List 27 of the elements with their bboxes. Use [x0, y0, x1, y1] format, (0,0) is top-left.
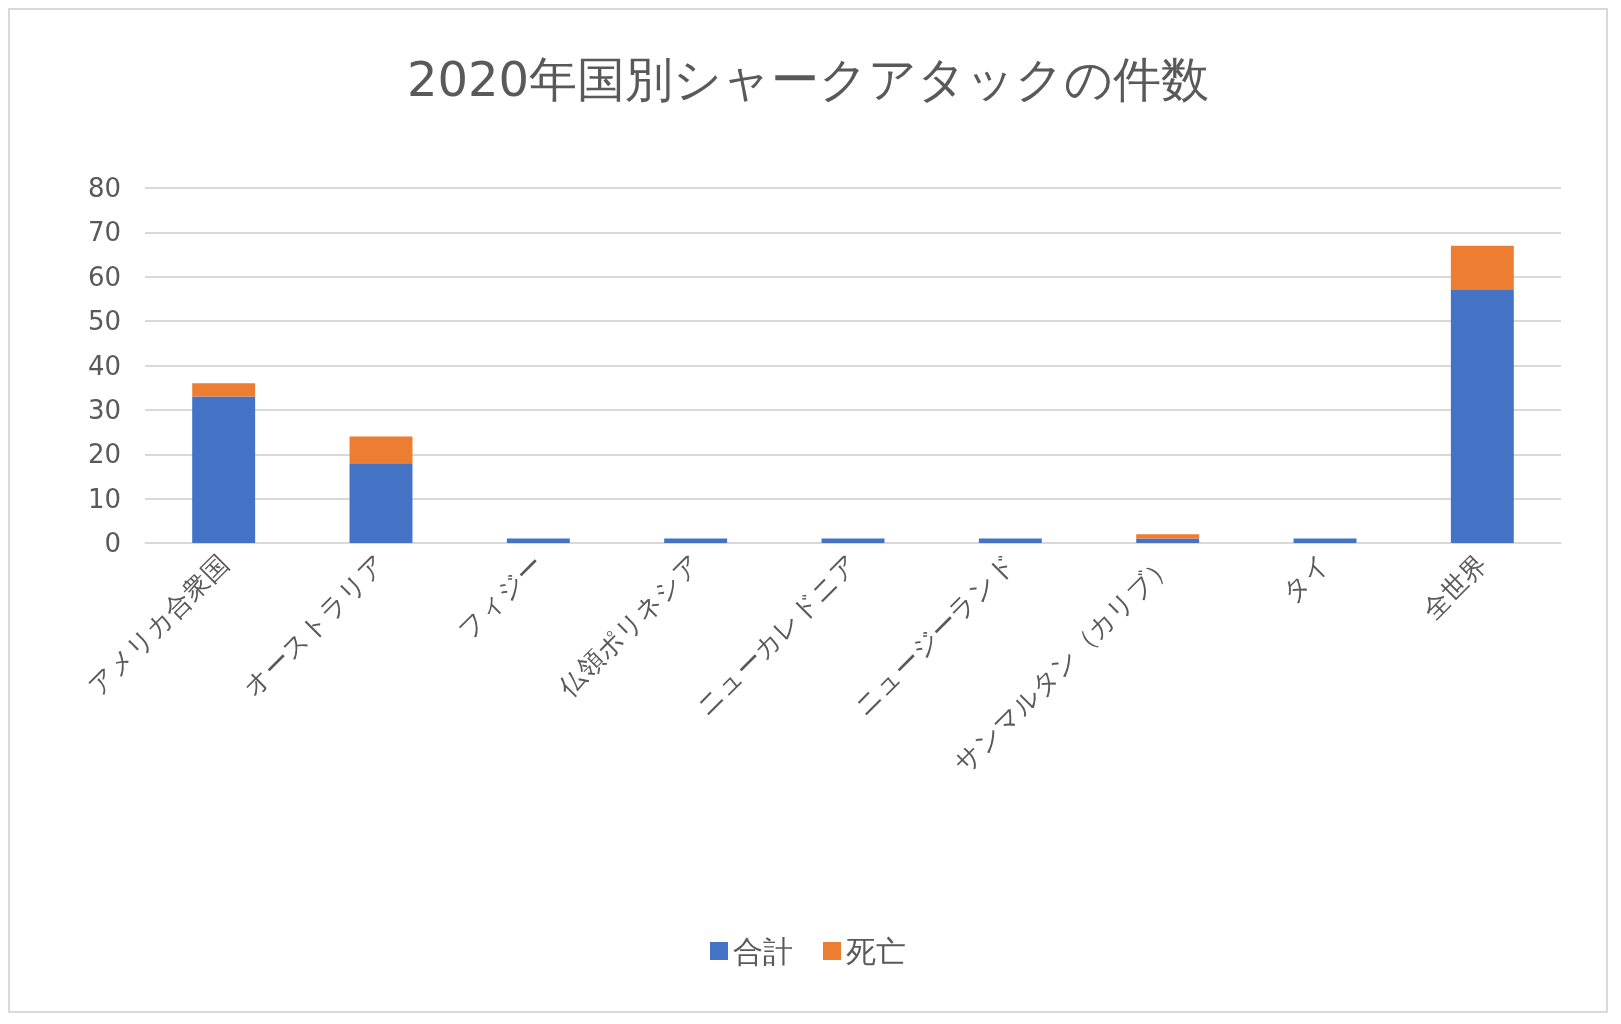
bar — [978, 538, 1042, 543]
bar — [192, 383, 256, 397]
chart-title: 2020年国別シャークアタックの件数 — [406, 51, 1210, 107]
y-tick-label: 30 — [87, 394, 121, 425]
y-tick-label: 60 — [87, 261, 121, 292]
y-tick-label: 0 — [104, 528, 121, 558]
y-tick-label: 80 — [87, 173, 121, 203]
bar — [1136, 538, 1200, 543]
bar — [192, 396, 256, 543]
x-tick-label: タイ — [1276, 548, 1336, 608]
y-tick-label: 40 — [87, 350, 121, 381]
y-tick-label: 10 — [87, 483, 121, 514]
x-tick-label: オーストラリア — [237, 548, 392, 703]
bar — [506, 538, 570, 543]
legend-label: 死亡 — [846, 933, 906, 969]
x-tick-label: フィジー — [452, 548, 549, 646]
y-tick-label: 20 — [87, 439, 121, 470]
legend-label: 合計 — [733, 933, 793, 969]
bar — [664, 538, 728, 543]
bar — [1450, 245, 1514, 291]
x-tick-label: 全世界 — [1416, 548, 1493, 625]
bar — [349, 436, 413, 464]
y-tick-label: 70 — [87, 217, 121, 248]
bar — [1136, 534, 1200, 539]
bar — [349, 463, 413, 543]
y-tick-label: 50 — [87, 306, 121, 337]
bar — [1450, 290, 1514, 543]
